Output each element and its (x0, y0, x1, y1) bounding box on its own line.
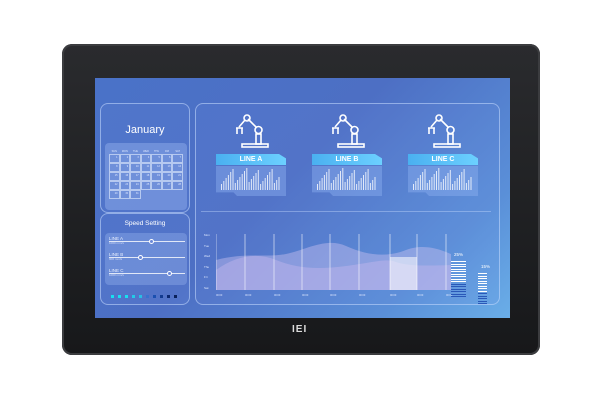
calendar-day[interactable]: 11 (140, 163, 152, 172)
y-tick-label: Mon (204, 233, 210, 237)
calendar-day[interactable]: 24 (130, 181, 141, 190)
speed-sliders: LINE A 1000 mm/s LINE B 900 mm/s LINE C 1000 … (105, 233, 187, 285)
x-tick-label: 00:00 (245, 294, 252, 297)
calendar-day[interactable]: 6 (161, 154, 173, 163)
line-label: LINE A (216, 154, 286, 165)
weekday-label: MON (121, 150, 128, 153)
speed-line: LINE B 900 mm/s (109, 252, 185, 261)
calendar-day[interactable]: 21 (172, 172, 183, 181)
line-name: LINE A (109, 236, 124, 241)
gauge-stack (451, 261, 466, 297)
calendar-day[interactable]: 25 (140, 181, 152, 190)
calendar-day[interactable]: 5 (151, 154, 162, 163)
calendar-day[interactable]: 8 (109, 163, 120, 172)
x-tick-label: 00:00 (446, 294, 453, 297)
y-tick-label: Fri (204, 275, 208, 279)
calendar-day[interactable]: 20 (161, 172, 173, 181)
calendar-day[interactable]: 26 (151, 181, 162, 190)
robot-arm-icon (426, 114, 461, 148)
calendar-day[interactable]: 2 (119, 154, 131, 163)
weekday-label: FRI (165, 150, 170, 153)
y-tick-label: Thu (204, 264, 210, 269)
line-speed: 1000 mm/s (109, 273, 124, 277)
weekday-label: WED (143, 150, 149, 153)
speed-line: LINE C 1000 mm/s (109, 268, 185, 277)
y-tick-label: Tue (204, 243, 210, 248)
gauge-percent: 25% (454, 252, 464, 257)
line-name: LINE C (109, 268, 124, 273)
calendar-day[interactable]: 30 (119, 190, 131, 199)
x-tick-label: 00:00 (302, 294, 309, 297)
line-activity-bars (312, 166, 382, 196)
line-speed: 1000 mm/s (109, 241, 124, 245)
calendar-day[interactable]: 28 (172, 181, 183, 190)
gauge-percent: 15% (481, 264, 491, 269)
progress-dots (111, 295, 177, 298)
calendar[interactable]: SUN MON TUE WED THU FRI SAT 1 2 3 4 5 6 7 8 9 10 11 12 13 14… (105, 143, 187, 210)
line-activity-bars (408, 166, 478, 196)
calendar-grid[interactable]: SUN MON TUE WED THU FRI SAT 1 2 3 4 5 6 7 8 9 10 11 12 13 14… (109, 149, 183, 199)
x-tick-label: 00:00 (216, 294, 223, 297)
weekday-label: SAT (175, 150, 181, 153)
production-panel: LINE A LINE B LINE C Mon Tue Wed Thu Fri Sat 00:… (195, 103, 500, 305)
calendar-day[interactable]: 15 (109, 172, 120, 181)
speed-panel: Speed Setting LINE A 1000 mm/s LINE B 900 m… (100, 213, 190, 305)
speed-slider-track[interactable] (109, 257, 185, 258)
calendar-day[interactable]: 7 (172, 154, 183, 163)
speed-slider-track[interactable] (109, 273, 185, 274)
line-name: LINE B (109, 252, 124, 257)
weekday-label: TUE (132, 150, 138, 153)
hmi-screen: January SUN MON TUE WED THU FRI SAT 1 2 3 4 5 6 7 8 9 10… (95, 78, 510, 318)
calendar-day[interactable]: 16 (119, 172, 131, 181)
calendar-day[interactable]: 17 (130, 172, 141, 181)
brand-logo: IEI (292, 324, 308, 335)
speed-slider-track[interactable] (109, 241, 185, 242)
calendar-day[interactable]: 13 (161, 163, 173, 172)
calendar-day[interactable]: 19 (151, 172, 162, 181)
x-tick-label: 00:00 (274, 294, 281, 297)
robot-arm-icon (330, 114, 365, 148)
calendar-day[interactable]: 10 (130, 163, 141, 172)
x-tick-label: 00:00 (417, 294, 424, 297)
line-speed: 900 mm/s (109, 257, 123, 261)
gauge-stack (478, 273, 487, 304)
calendar-day[interactable]: 23 (119, 181, 131, 190)
speed-slider-knob[interactable] (166, 271, 172, 276)
line-label: LINE C (408, 154, 478, 165)
calendar-day[interactable]: 9 (119, 163, 131, 172)
calendar-month: January (125, 124, 165, 136)
calendar-day[interactable]: 27 (161, 181, 173, 190)
production-chart: Mon Tue Wed Thu Fri Sat 00:00 00:00 00:00 00:00 00… (204, 232, 454, 297)
calendar-day[interactable]: 12 (151, 163, 162, 172)
x-tick-label: 00:00 (330, 294, 337, 297)
weekday-label: THU (153, 150, 160, 153)
highlight-bar (390, 257, 417, 290)
weekday-label: SUN (111, 150, 117, 153)
line-activity-bars (216, 166, 286, 196)
calendar-day[interactable]: 22 (109, 181, 120, 190)
calendar-day[interactable]: 3 (130, 154, 141, 163)
calendar-day[interactable]: 4 (140, 154, 152, 163)
calendar-day[interactable]: 14 (172, 163, 183, 172)
calendar-day[interactable]: 1 (109, 154, 120, 163)
x-tick-label: 00:00 (390, 294, 397, 297)
x-tick-label: 00:00 (359, 294, 366, 297)
speed-line: LINE A 1000 mm/s (109, 236, 185, 245)
calendar-panel: January SUN MON TUE WED THU FRI SAT 1 2 3 4 5 6 7 8 9 10… (100, 103, 190, 213)
y-tick-label: Wed (204, 254, 211, 258)
calendar-day[interactable]: 29 (109, 190, 120, 199)
calendar-day[interactable]: 31 (130, 190, 141, 199)
speed-title: Speed Setting (124, 220, 166, 227)
speed-slider-knob[interactable] (137, 255, 143, 260)
robot-arm-icon (234, 114, 269, 148)
speed-slider-knob[interactable] (148, 239, 154, 244)
calendar-day[interactable]: 18 (140, 172, 152, 181)
y-tick-label: Sat (204, 285, 209, 290)
line-label: LINE B (312, 154, 382, 165)
